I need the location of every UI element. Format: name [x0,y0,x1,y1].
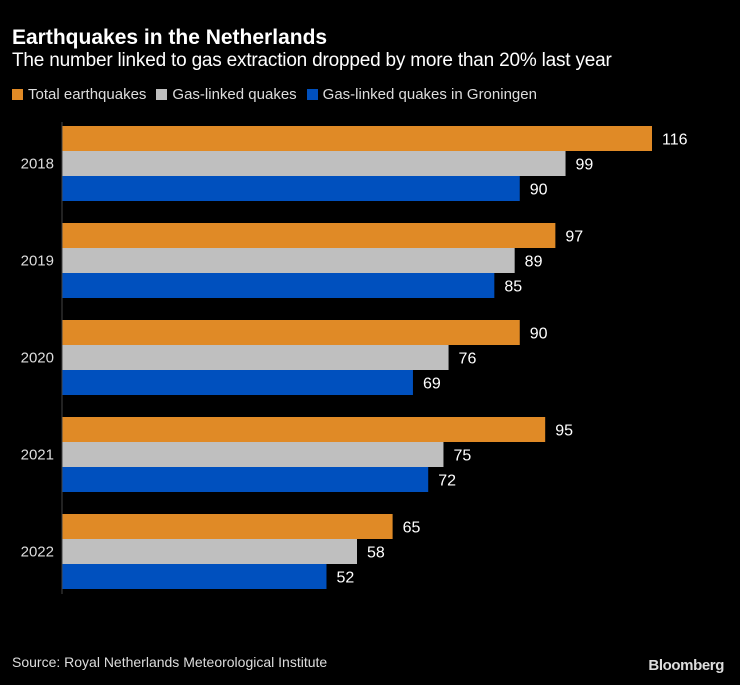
legend-label-groningen: Gas-linked quakes in Groningen [322,86,537,103]
data-label-gas-linked-2020: 76 [459,351,477,368]
source-note: Source: Royal Netherlands Meteorological… [12,654,328,670]
data-label-gas-linked-2022: 58 [367,545,385,562]
legend-item-total: Total earthquakes [12,86,146,103]
chart-title: Earthquakes in the Netherlands [12,26,328,49]
data-label-total-2020: 90 [530,326,548,343]
data-label-gas-linked-2018: 99 [576,157,594,174]
data-label-total-2019: 97 [565,229,583,246]
bar-groningen-2018 [62,176,520,201]
data-label-groningen-2018: 90 [530,182,548,199]
bar-groningen-2019 [62,273,495,298]
bar-gas-linked-2018 [62,151,566,176]
legend-swatch-total [12,89,23,100]
bar-gas-linked-2020 [62,345,449,370]
data-label-total-2021: 95 [555,423,573,440]
legend: Total earthquakes Gas-linked quakes Gas-… [12,86,537,103]
bar-groningen-2022 [62,564,327,589]
y-tick-label: 2020 [21,350,54,367]
legend-swatch-gas-linked [156,89,168,100]
data-label-groningen-2020: 69 [423,376,441,393]
y-tick-label: 2018 [21,156,54,173]
bar-gas-linked-2019 [62,248,515,273]
legend-label-total: Total earthquakes [28,86,147,103]
bar-groningen-2021 [62,467,429,492]
bar-gas-linked-2022 [62,539,357,564]
data-label-groningen-2022: 52 [336,570,354,587]
bar-gas-linked-2021 [62,442,444,467]
data-label-gas-linked-2021: 75 [453,448,471,465]
data-label-gas-linked-2019: 89 [525,254,543,271]
data-label-groningen-2019: 85 [504,279,522,296]
chart-subtitle: The number linked to gas extraction drop… [12,50,612,71]
bloomberg-logo: Bloomberg [648,657,724,674]
bar-total-2020 [62,320,520,345]
bar-total-2018 [62,126,652,151]
bar-total-2019 [62,223,556,248]
y-tick-label: 2019 [21,253,54,270]
data-label-total-2022: 65 [403,520,421,537]
bar-groningen-2020 [62,370,413,395]
y-tick-label: 2022 [21,544,54,561]
legend-label-gas-linked: Gas-linked quakes [172,86,297,103]
bar-total-2022 [62,514,393,539]
legend-item-groningen: Gas-linked quakes in Groningen [306,86,537,103]
legend-item-gas-linked: Gas-linked quakes [156,86,297,103]
data-label-total-2018: 116 [662,132,688,149]
data-label-groningen-2021: 72 [438,473,456,490]
legend-swatch-groningen [306,89,318,100]
bar-total-2021 [62,417,546,442]
y-tick-label: 2021 [21,447,54,464]
